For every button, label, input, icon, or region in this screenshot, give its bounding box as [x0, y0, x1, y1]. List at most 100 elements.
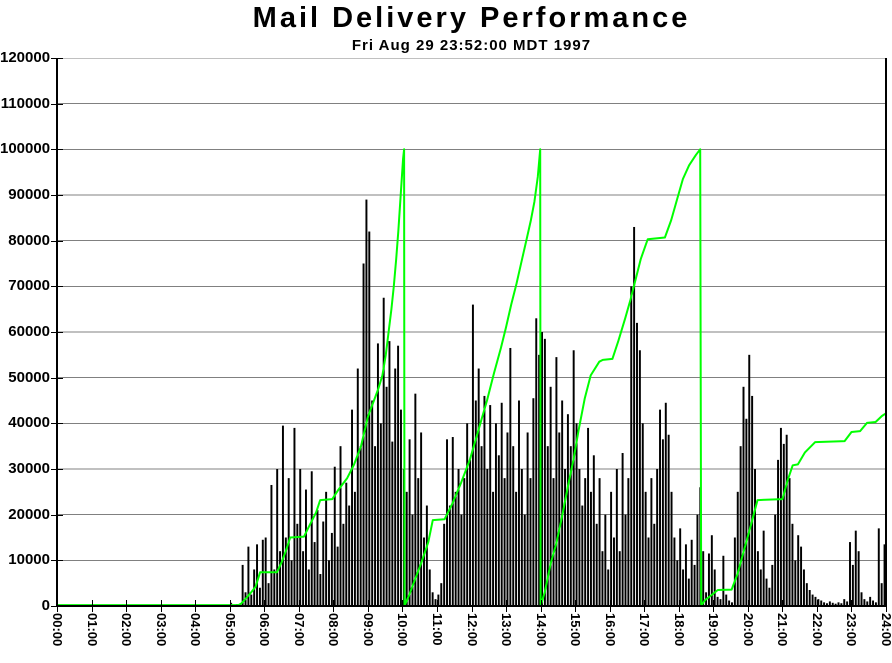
volume-bar [719, 599, 722, 606]
volume-bar [529, 478, 532, 606]
volume-bar [702, 551, 705, 606]
volume-bar [477, 368, 480, 606]
volume-bar [564, 469, 567, 606]
volume-bar [379, 423, 382, 606]
volume-bar [471, 304, 474, 606]
x-tick [886, 600, 887, 612]
volume-bar [374, 446, 377, 606]
volume-bar [800, 546, 803, 606]
volume-bar [684, 544, 687, 606]
mail-volume-bars [230, 199, 886, 606]
volume-bar [451, 437, 454, 606]
volume-bar [636, 322, 638, 606]
volume-bar [693, 564, 696, 606]
volume-bar [722, 555, 725, 606]
volume-bar [417, 478, 420, 606]
volume-bar [290, 560, 293, 606]
volume-bar [849, 542, 851, 606]
volume-bar [558, 432, 561, 606]
volume-bar [667, 434, 670, 606]
volume-bar [739, 446, 742, 606]
x-tick-label: 04:00 [188, 613, 204, 647]
volume-bar [345, 482, 348, 606]
volume-bar [604, 514, 607, 606]
volume-bar [247, 546, 250, 606]
y-tick-label: 50000 [8, 368, 50, 386]
x-tick-label: 11:00 [429, 613, 445, 646]
volume-bar [454, 491, 457, 606]
volume-bar [353, 491, 356, 606]
volume-bar [497, 455, 500, 606]
volume-bar [270, 484, 273, 606]
volume-bar [676, 560, 679, 606]
volume-bar [791, 523, 794, 606]
volume-bar [826, 603, 828, 606]
volume-bar [794, 560, 797, 606]
x-tick [91, 600, 93, 612]
volume-bar [828, 601, 831, 606]
x-tick [678, 600, 680, 612]
volume-bar [633, 226, 636, 606]
volume-bar [748, 354, 751, 606]
y-tick-label: 110000 [0, 94, 50, 112]
x-tick [471, 600, 473, 612]
x-tick-label: 23:00 [844, 613, 860, 647]
volume-bar [572, 350, 575, 606]
volume-bar [851, 564, 854, 606]
volume-bar [811, 594, 814, 606]
x-tick [402, 600, 404, 612]
volume-bar [736, 491, 739, 606]
y-tick [51, 103, 63, 105]
volume-bar [644, 491, 647, 606]
volume-bar [535, 318, 538, 606]
y-tick-label: 60000 [8, 323, 50, 340]
x-tick [747, 600, 749, 612]
volume-bar [258, 587, 261, 606]
volume-bar [549, 386, 552, 606]
x-tick [126, 600, 128, 612]
volume-bar [607, 569, 610, 606]
volume-bar [874, 602, 877, 606]
x-tick-label: 19:00 [706, 613, 722, 647]
volume-bar [523, 514, 526, 606]
volume-bar [276, 469, 279, 606]
volume-bar [713, 569, 716, 606]
volume-bar [707, 553, 710, 606]
volume-bar [397, 345, 400, 606]
x-tick [298, 600, 300, 612]
volume-bar [460, 514, 463, 606]
volume-bar [279, 551, 282, 606]
y-tick-label: 30000 [8, 460, 50, 477]
y-tick [51, 58, 63, 59]
volume-bar [670, 491, 673, 606]
y-tick [51, 514, 63, 516]
volume-bar [762, 530, 765, 606]
volume-bar [241, 564, 244, 606]
x-tick-label: 17:00 [637, 613, 653, 647]
volume-bar [382, 297, 385, 606]
volume-bar [578, 469, 581, 606]
volume-bar [802, 569, 805, 606]
volume-bar [437, 594, 440, 606]
x-tick [160, 600, 162, 612]
x-tick-label: 14:00 [533, 613, 549, 647]
x-tick [264, 600, 266, 612]
volume-bar [673, 537, 676, 606]
volume-bar [872, 600, 875, 606]
x-tick-label: 05:00 [222, 613, 238, 647]
y-tick [51, 377, 63, 379]
volume-bar [690, 539, 693, 606]
volume-bar [569, 446, 572, 606]
volume-bar [785, 434, 788, 606]
x-tick-label: 13:00 [499, 613, 515, 647]
volume-bar [808, 590, 811, 606]
volume-bar [474, 400, 477, 606]
x-tick [57, 600, 58, 612]
volume-bar [782, 443, 785, 606]
y-tick-label: 90000 [8, 186, 50, 203]
volume-bar [414, 393, 417, 606]
volume-bar [509, 347, 512, 606]
y-tick-label: 0 [41, 597, 50, 614]
volume-bar [543, 338, 546, 606]
volume-bar [503, 478, 506, 606]
